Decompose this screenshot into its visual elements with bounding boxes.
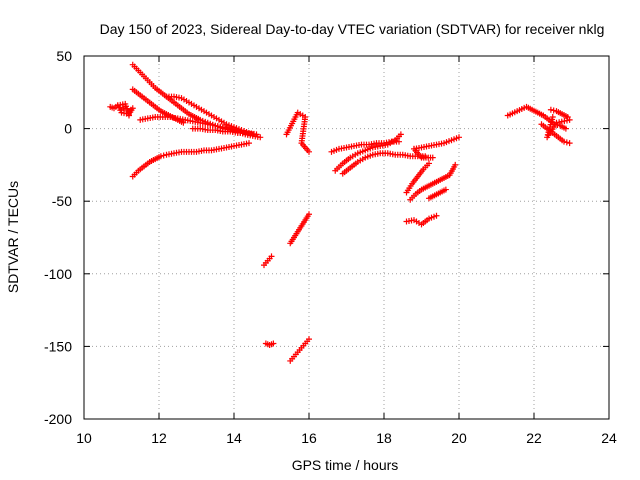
- data-point: [306, 148, 312, 155]
- data-points: [107, 61, 573, 364]
- data-point: [549, 113, 556, 120]
- data-point: [563, 139, 570, 146]
- series-arc18: [403, 212, 440, 228]
- series-arc15: [411, 134, 462, 152]
- data-point: [429, 154, 436, 161]
- data-point: [566, 140, 573, 147]
- data-point: [246, 140, 252, 147]
- y-tick-label: 50: [56, 48, 72, 64]
- x-tick-label: 14: [226, 430, 242, 446]
- x-tick-label: 12: [151, 430, 167, 446]
- series-iso1: [283, 109, 312, 155]
- series-arc17: [407, 161, 459, 203]
- chart-title: Day 150 of 2023, Sidereal Day-to-day VTE…: [100, 21, 605, 37]
- y-tick-label: -100: [44, 266, 72, 282]
- y-tick-label: -50: [52, 193, 72, 209]
- data-point: [160, 152, 167, 159]
- data-point: [456, 134, 462, 141]
- series-arc10: [262, 340, 277, 348]
- data-point: [396, 138, 402, 145]
- series-arc12: [328, 138, 402, 155]
- x-tick-label: 16: [301, 430, 317, 446]
- series-arc11: [287, 336, 312, 364]
- series-arc23: [544, 106, 573, 141]
- data-point: [547, 106, 554, 113]
- data-point: [270, 340, 277, 347]
- x-tick-label: 20: [451, 430, 467, 446]
- x-tick-label: 22: [526, 430, 542, 446]
- data-point: [126, 112, 132, 119]
- series-arc7: [129, 140, 252, 180]
- data-point: [397, 131, 404, 138]
- series-arc20: [411, 145, 436, 161]
- data-point: [306, 211, 312, 218]
- series-arc19: [426, 186, 449, 202]
- series-arc16: [403, 160, 432, 196]
- y-tick-label: 0: [64, 121, 72, 137]
- y-tick-label: -150: [44, 338, 72, 354]
- data-point: [268, 253, 275, 260]
- data-point: [249, 131, 256, 138]
- series-arc8: [261, 253, 275, 269]
- data-point: [442, 186, 449, 193]
- plot-frame: [83, 55, 610, 420]
- data-point: [257, 134, 264, 141]
- x-tick-label: 10: [76, 430, 92, 446]
- series-arc13: [332, 131, 404, 174]
- x-tick-label: 18: [376, 430, 392, 446]
- y-axis-title: SDTVAR / TECUs: [5, 181, 21, 293]
- data-point: [561, 138, 567, 145]
- series-arc6: [189, 125, 256, 138]
- series-arc9: [287, 211, 312, 247]
- x-tick-labels: 10 12 14 16 18 20 22 24: [76, 430, 617, 446]
- y-tick-label: -200: [44, 411, 72, 427]
- data-point: [433, 212, 440, 219]
- series-arc14: [339, 150, 429, 177]
- series-arc1: [107, 100, 136, 119]
- data-point: [306, 336, 312, 343]
- series-arc21: [504, 103, 569, 132]
- y-tick-labels: 50 0 -50 -100 -150 -200: [44, 48, 72, 427]
- data-point: [452, 161, 459, 168]
- x-tick-label: 24: [601, 430, 617, 446]
- data-point: [426, 160, 432, 167]
- data-point: [550, 107, 557, 114]
- data-point: [157, 153, 164, 160]
- data-point: [562, 125, 569, 132]
- x-axis-title: GPS time / hours: [292, 457, 399, 473]
